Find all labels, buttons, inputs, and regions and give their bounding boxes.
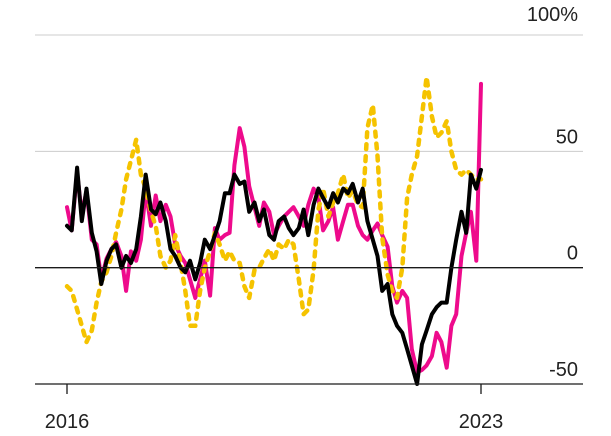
series-line-3 bbox=[65, 165, 483, 386]
tick-labels: 100% 50 0 -50 2016 2023 bbox=[45, 4, 578, 433]
x-tick-label: 2016 bbox=[45, 411, 90, 433]
series-group bbox=[64, 74, 484, 386]
y-tick-label: -50 bbox=[549, 359, 578, 381]
axes bbox=[35, 267, 583, 394]
y-tick-label: 100% bbox=[527, 4, 578, 26]
y-tick-label: 50 bbox=[556, 126, 578, 148]
x-tick-label: 2023 bbox=[459, 411, 504, 433]
series-line-2 bbox=[64, 74, 484, 345]
y-tick-label: 0 bbox=[567, 243, 578, 265]
gridlines bbox=[35, 34, 583, 152]
